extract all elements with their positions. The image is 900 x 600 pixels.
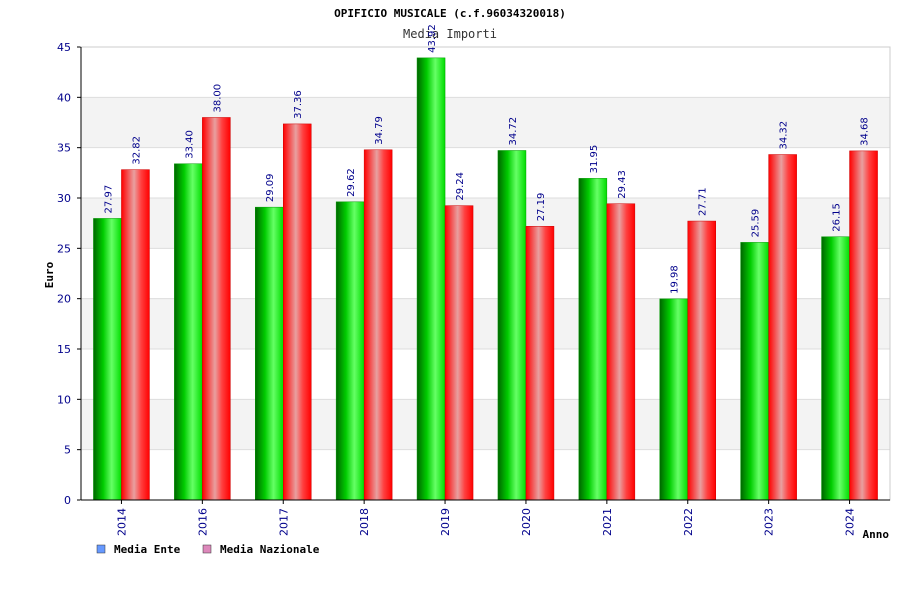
y-tick-label: 0 bbox=[64, 494, 71, 507]
bars bbox=[93, 57, 878, 501]
legend: Media Ente Media Nazionale bbox=[96, 543, 320, 556]
bar-media-ente-2023 bbox=[740, 242, 769, 501]
x-tick-label: 2020 bbox=[520, 508, 533, 536]
bar-media-nazionale-2024 bbox=[849, 150, 878, 501]
bar-media-nazionale-2020 bbox=[525, 226, 555, 501]
bar-value-label: 27.97 bbox=[103, 185, 114, 214]
x-tick-label: 2019 bbox=[439, 508, 452, 536]
x-axis-ticks: 2014 2016 2017 2018 2019 2020 2021 2022 2023 2024 bbox=[115, 500, 857, 536]
x-tick-label: 2022 bbox=[682, 508, 695, 536]
legend-label-media-ente: Media Ente bbox=[114, 543, 181, 556]
x-tick-label: 2021 bbox=[601, 508, 614, 536]
y-tick-label: 25 bbox=[57, 242, 71, 255]
bar-value-labels: 27.97 32.82 33.40 38.00 29.09 37.36 29.62 34.79… bbox=[103, 24, 870, 294]
bar-value-label: 19.98 bbox=[670, 265, 681, 294]
y-tick-label: 5 bbox=[64, 444, 71, 457]
bar-media-ente-2017 bbox=[255, 206, 284, 501]
bar-media-ente-2022 bbox=[659, 298, 688, 501]
bar-media-ente-2021 bbox=[578, 178, 608, 501]
legend-label-media-nazionale: Media Nazionale bbox=[220, 543, 320, 556]
bar-value-label: 31.95 bbox=[589, 145, 600, 174]
bar-media-nazionale-2016 bbox=[202, 117, 231, 501]
bar-value-label: 29.24 bbox=[455, 172, 466, 201]
bar-media-nazionale-2019 bbox=[444, 205, 474, 501]
y-tick-label: 15 bbox=[57, 343, 71, 356]
bar-media-ente-2020 bbox=[497, 150, 527, 501]
bar-media-nazionale-2023 bbox=[768, 154, 797, 501]
bar-value-label: 34.68 bbox=[860, 117, 871, 146]
chart-title: OPIFICIO MUSICALE (c.f.96034320018) bbox=[334, 7, 566, 20]
bar-value-label: 33.40 bbox=[184, 130, 195, 159]
y-tick-label: 45 bbox=[57, 41, 71, 54]
x-tick-label: 2016 bbox=[196, 508, 209, 536]
chart-subtitle: Media Importi bbox=[403, 27, 497, 41]
bar-value-label: 43.92 bbox=[427, 24, 438, 53]
x-tick-label: 2014 bbox=[115, 508, 128, 536]
y-tick-label: 10 bbox=[57, 393, 71, 406]
bar-media-nazionale-2017 bbox=[283, 123, 312, 501]
bar-value-label: 29.62 bbox=[346, 168, 357, 197]
legend-swatch-media-ente bbox=[96, 544, 106, 554]
x-tick-label: 2023 bbox=[763, 508, 776, 536]
x-axis-label: Anno bbox=[863, 528, 890, 541]
bar-value-label: 38.00 bbox=[212, 84, 223, 113]
y-tick-label: 30 bbox=[57, 192, 71, 205]
y-tick-label: 20 bbox=[57, 293, 71, 306]
bar-media-nazionale-2021 bbox=[606, 203, 636, 501]
bar-value-label: 32.82 bbox=[131, 136, 142, 165]
x-tick-label: 2024 bbox=[844, 508, 857, 536]
bar-value-label: 29.09 bbox=[265, 174, 276, 203]
bar-value-label: 29.43 bbox=[617, 170, 628, 199]
y-tick-label: 40 bbox=[57, 91, 71, 104]
bar-value-label: 27.19 bbox=[536, 193, 547, 222]
x-tick-label: 2018 bbox=[358, 508, 371, 536]
bar-value-label: 37.36 bbox=[293, 90, 304, 119]
bar-value-label: 27.71 bbox=[698, 187, 709, 216]
bar-media-nazionale-2014 bbox=[121, 169, 150, 501]
y-axis-ticks: 0 5 10 15 20 25 30 35 40 45 bbox=[57, 41, 81, 507]
y-tick-label: 35 bbox=[57, 142, 71, 155]
bar-media-ente-2014 bbox=[93, 218, 122, 501]
bar-media-ente-2019 bbox=[416, 57, 446, 501]
y-axis-label: Euro bbox=[43, 261, 56, 288]
bar-media-nazionale-2018 bbox=[363, 149, 393, 501]
bar-value-label: 34.32 bbox=[779, 121, 790, 150]
bar-value-label: 34.72 bbox=[508, 117, 519, 146]
grid-band bbox=[81, 47, 890, 98]
legend-swatch-media-nazionale bbox=[202, 544, 212, 554]
bar-media-nazionale-2022 bbox=[687, 220, 716, 501]
bar-value-label: 26.15 bbox=[832, 203, 843, 232]
bar-media-ente-2018 bbox=[335, 201, 365, 501]
bar-media-ente-2016 bbox=[174, 163, 203, 501]
bar-value-label: 34.79 bbox=[374, 116, 385, 145]
x-tick-label: 2017 bbox=[277, 508, 290, 536]
bar-media-ente-2024 bbox=[821, 236, 850, 501]
bar-value-label: 25.59 bbox=[751, 209, 762, 238]
